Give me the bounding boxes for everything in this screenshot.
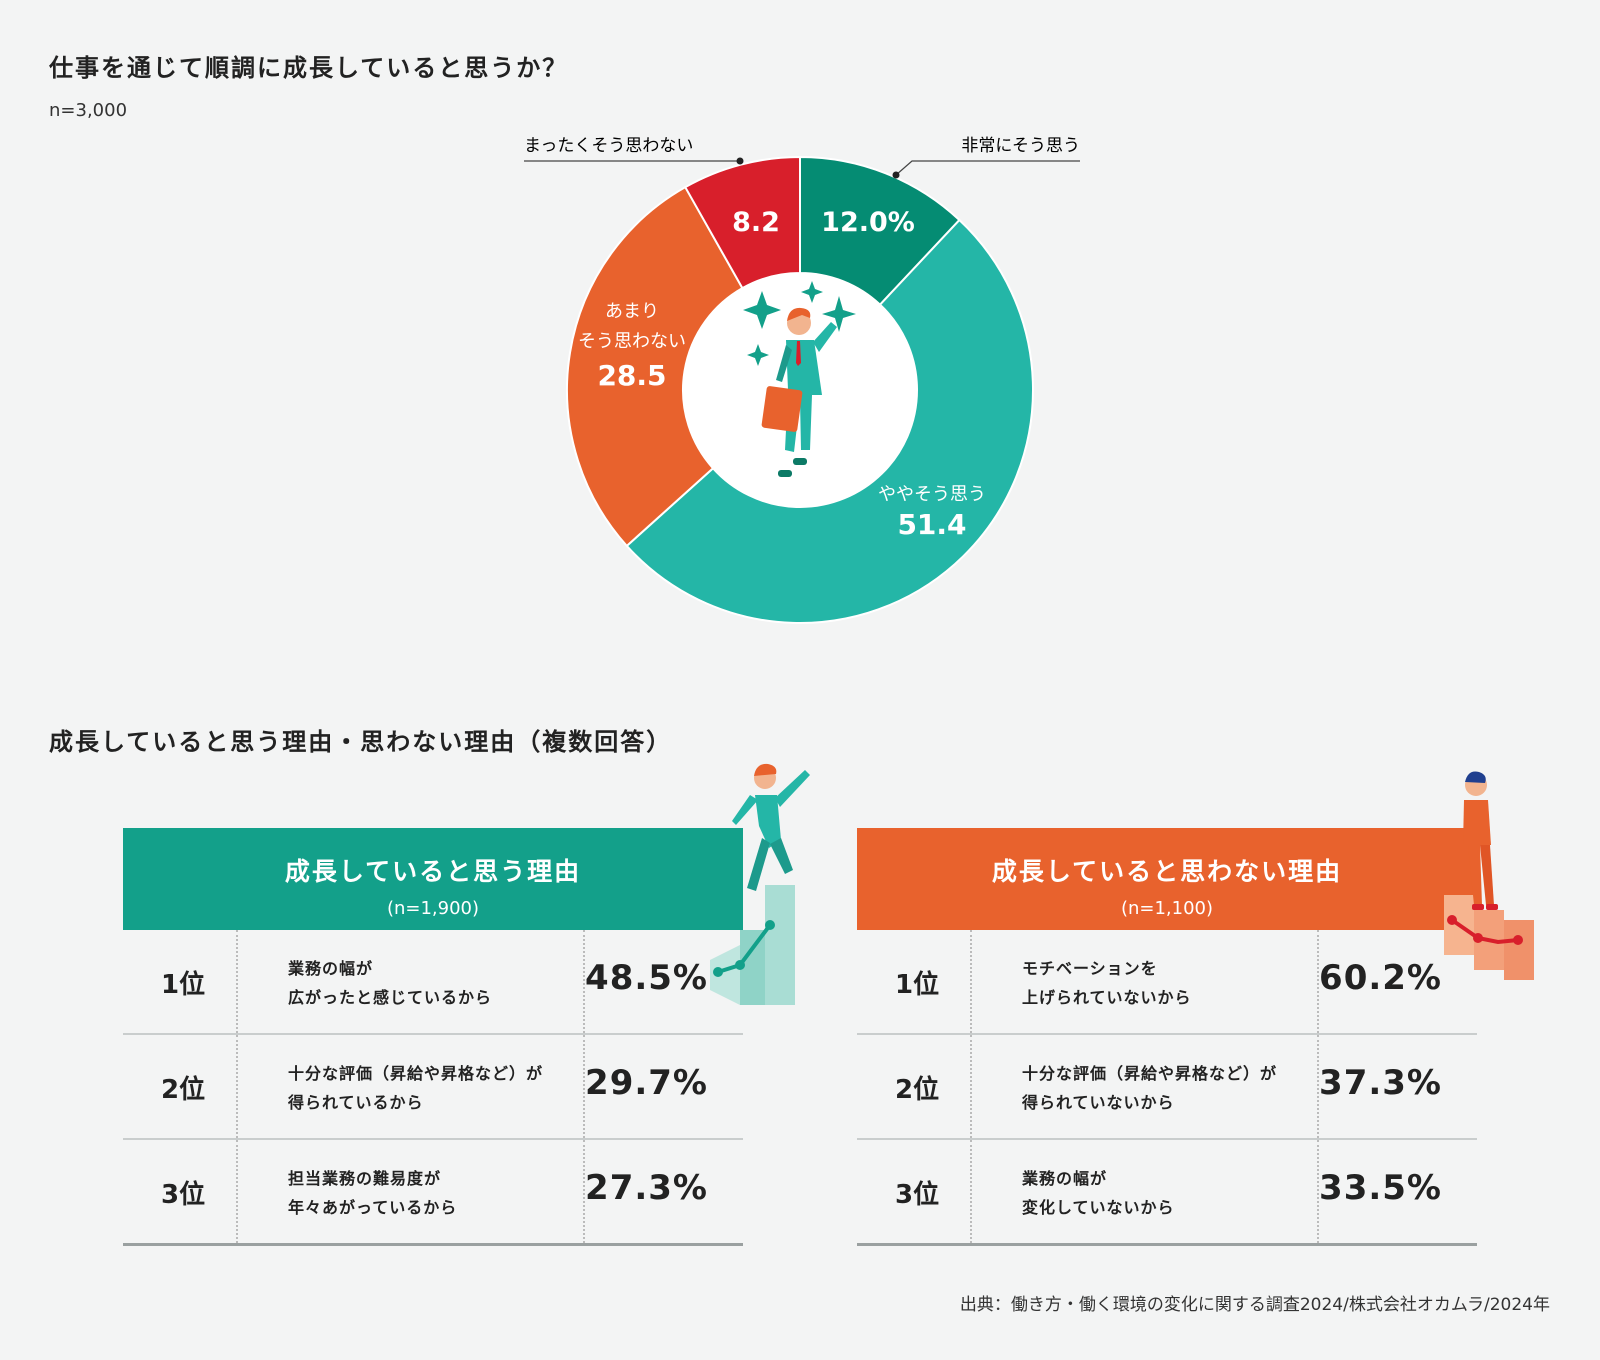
standing-person-icon	[1444, 771, 1534, 980]
panel-title-no: 成長していると思わない理由	[991, 857, 1343, 886]
donut-chart: まったくそう思わない 非常にそう思う 12.0% 8.2 あまり そう思わない …	[524, 136, 1080, 624]
climbing-person-icon	[710, 763, 810, 1005]
percentage: 48.5%	[585, 958, 708, 998]
percentage: 27.3%	[585, 1168, 708, 1208]
callout-very-yes: 非常にそう思う	[961, 136, 1080, 156]
data-label-very-no: 8.2	[732, 207, 780, 238]
reason: モチベーションを 上げられていないから	[1022, 959, 1192, 1007]
table-row: 1位 モチベーションを 上げられていないから 60.2%	[857, 930, 1477, 1035]
panel-header-yes: 成長していると思う理由 (n=1,900)	[123, 828, 743, 930]
rank: 2位	[161, 1075, 206, 1105]
slice-label-not-much-1: あまり	[605, 301, 659, 322]
table-row: 1位 業務の幅が 広がったと感じているから 48.5%	[123, 930, 743, 1035]
source-note: 出典：働き方・働く環境の変化に関する調査2024/株式会社オカムラ/2024年	[959, 1295, 1550, 1315]
slice-label-not-much-2: そう思わない	[578, 331, 686, 352]
rank: 3位	[161, 1180, 206, 1210]
panel-n-no: (n=1,100)	[1120, 898, 1214, 919]
page-title: 仕事を通じて順調に成長していると思うか？	[49, 54, 569, 82]
reason: 十分な評価（昇給や昇格など）が 得られているから	[288, 1064, 544, 1112]
slice-label-somewhat: ややそう思う	[878, 484, 986, 505]
panel-title-yes: 成長していると思う理由	[284, 857, 582, 886]
callout-very-no: まったくそう思わない	[524, 136, 693, 156]
panel-n-yes: (n=1,900)	[386, 898, 480, 919]
data-label-somewhat: 51.4	[897, 508, 966, 541]
reasons-yes-panel: 成長していると思う理由 (n=1,900) 1位 業務の幅が 広がったと感じている…	[123, 828, 743, 1246]
sample-size: n=3,000	[49, 100, 128, 121]
person-illustration-icon	[743, 281, 856, 477]
rank: 2位	[895, 1075, 940, 1105]
rank: 1位	[895, 970, 940, 1000]
section-title: 成長していると思う理由・思わない理由（複数回答）	[49, 728, 673, 756]
data-label-very-yes: 12.0%	[821, 207, 915, 238]
table-row: 2位 十分な評価（昇給や昇格など）が 得られているから 29.7%	[123, 1035, 743, 1140]
reason: 業務の幅が 広がったと感じているから	[288, 959, 493, 1007]
table-row: 2位 十分な評価（昇給や昇格など）が 得られていないから 37.3%	[857, 1035, 1477, 1140]
percentage: 37.3%	[1319, 1063, 1442, 1103]
donut-slices	[566, 155, 1034, 624]
rank: 3位	[895, 1180, 940, 1210]
percentage: 60.2%	[1319, 958, 1442, 998]
percentage: 29.7%	[585, 1063, 708, 1103]
reason: 十分な評価（昇給や昇格など）が 得られていないから	[1022, 1064, 1278, 1112]
table-row: 3位 業務の幅が 変化していないから 33.5%	[857, 1140, 1477, 1246]
reasons-no-panel: 成長していると思わない理由 (n=1,100) 1位 モチベーションを 上げられて…	[857, 828, 1477, 1246]
rank: 1位	[161, 970, 206, 1000]
percentage: 33.5%	[1319, 1168, 1442, 1208]
reason: 担当業務の難易度が 年々あがっているから	[288, 1169, 458, 1217]
reason: 業務の幅が 変化していないから	[1022, 1169, 1175, 1217]
data-label-not-much: 28.5	[597, 359, 666, 392]
table-row: 3位 担当業務の難易度が 年々あがっているから 27.3%	[123, 1140, 743, 1246]
panel-header-no: 成長していると思わない理由 (n=1,100)	[857, 828, 1477, 930]
